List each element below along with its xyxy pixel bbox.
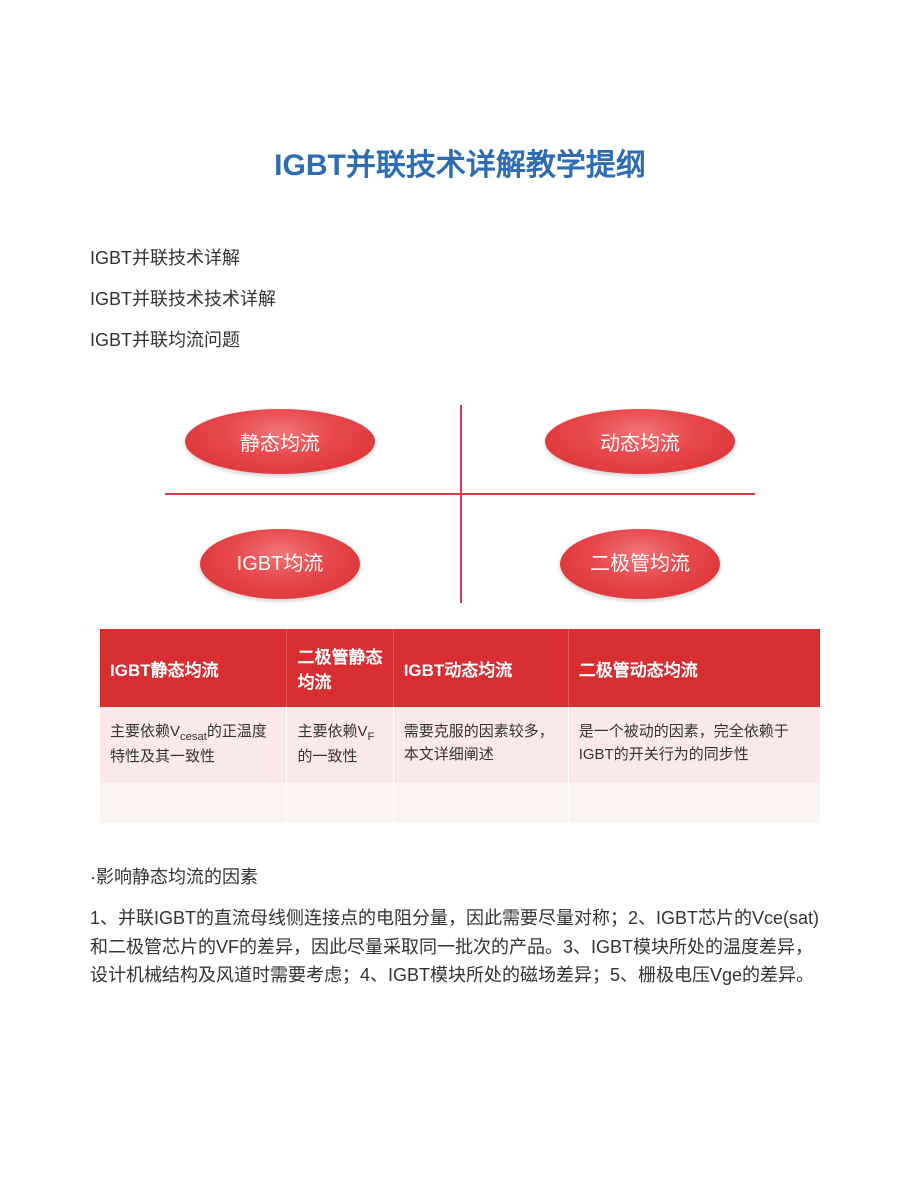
table-empty-cell <box>100 783 287 823</box>
table-header-4: 二极管动态均流 <box>568 629 820 707</box>
section-header: ·影响静态均流的因素 <box>90 863 830 889</box>
comparison-table: IGBT静态均流 二极管静态均流 IGBT动态均流 二极管动态均流 主要依赖Vc… <box>100 629 820 822</box>
body-paragraph: 1、并联IGBT的直流母线侧连接点的电阻分量，因此需要尽量对称；2、IGBT芯片… <box>90 904 830 990</box>
table-empty-row <box>100 783 820 823</box>
table-header-2: 二极管静态均流 <box>287 629 393 707</box>
diagram-container: 静态均流 动态均流 IGBT均流 二极管均流 IGBT静态均流 二极管静态均流 … <box>90 374 830 832</box>
intro-line-1: IGBT并联技术详解 <box>90 244 830 273</box>
intro-section: IGBT并联技术详解 IGBT并联技术技术详解 IGBT并联均流问题 <box>90 244 830 354</box>
table-header-1: IGBT静态均流 <box>100 629 287 707</box>
page-title: IGBT并联技术详解教学提纲 <box>90 140 830 184</box>
table-header-3: IGBT动态均流 <box>393 629 568 707</box>
table-empty-cell <box>393 783 568 823</box>
table-row: 主要依赖Vcesat的正温度特性及其一致性 主要依赖VF的一致性 需要克服的因素… <box>100 707 820 782</box>
quadrant-vertical-line <box>460 405 462 603</box>
table-cell-2: 主要依赖VF的一致性 <box>287 707 393 782</box>
ellipse-igbt-flow: IGBT均流 <box>200 529 360 599</box>
table-empty-cell <box>287 783 393 823</box>
table-cell-3: 需要克服的因素较多，本文详细阐述 <box>393 707 568 782</box>
ellipse-dynamic-flow: 动态均流 <box>545 409 735 474</box>
ellipse-diode-flow: 二极管均流 <box>560 529 720 599</box>
intro-line-3: IGBT并联均流问题 <box>90 326 830 355</box>
quadrant-diagram: 静态均流 动态均流 IGBT均流 二极管均流 <box>100 394 820 614</box>
table-empty-cell <box>568 783 820 823</box>
intro-line-2: IGBT并联技术技术详解 <box>90 285 830 314</box>
table-header-row: IGBT静态均流 二极管静态均流 IGBT动态均流 二极管动态均流 <box>100 629 820 707</box>
ellipse-static-flow: 静态均流 <box>185 409 375 474</box>
table-cell-4: 是一个被动的因素，完全依赖于IGBT的开关行为的同步性 <box>568 707 820 782</box>
table-cell-1: 主要依赖Vcesat的正温度特性及其一致性 <box>100 707 287 782</box>
